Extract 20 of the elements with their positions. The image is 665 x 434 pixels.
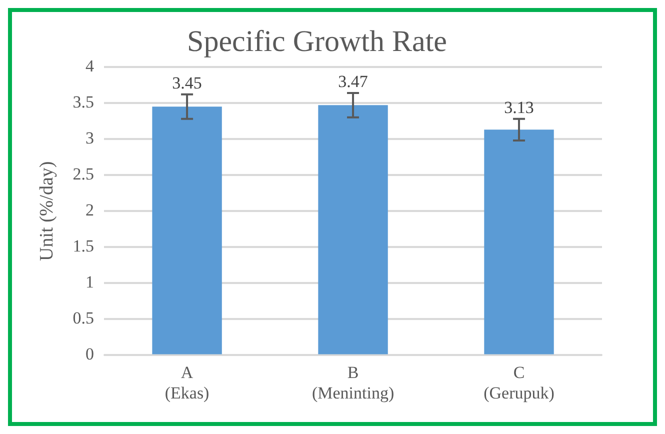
y-tick-label: 3.5 xyxy=(72,92,94,112)
bar xyxy=(484,130,554,354)
x-tick-label: C (Gerupuk) xyxy=(484,362,554,402)
bar xyxy=(152,106,222,354)
x-tick-label: A (Ekas) xyxy=(164,362,210,402)
y-tick-label: 2.5 xyxy=(72,164,94,184)
x-tick-label: B (Meninting) xyxy=(312,362,394,402)
y-tick-label: 4 xyxy=(86,56,95,76)
data-label: 3.13 xyxy=(504,98,534,117)
y-axis-title: Unit (%/day) xyxy=(36,161,58,261)
y-tick-label: 2 xyxy=(86,200,94,220)
y-tick-label: 1.5 xyxy=(72,236,94,256)
chart-title: Specific Growth Rate xyxy=(187,24,447,58)
y-tick-label: 0 xyxy=(86,344,94,364)
y-tick-label: 1 xyxy=(86,272,94,292)
data-label: 3.45 xyxy=(172,73,202,92)
bar xyxy=(318,105,388,354)
y-tick-label: 3 xyxy=(86,128,94,148)
y-tick-label: 0.5 xyxy=(72,308,94,328)
data-label: 3.47 xyxy=(338,72,368,91)
